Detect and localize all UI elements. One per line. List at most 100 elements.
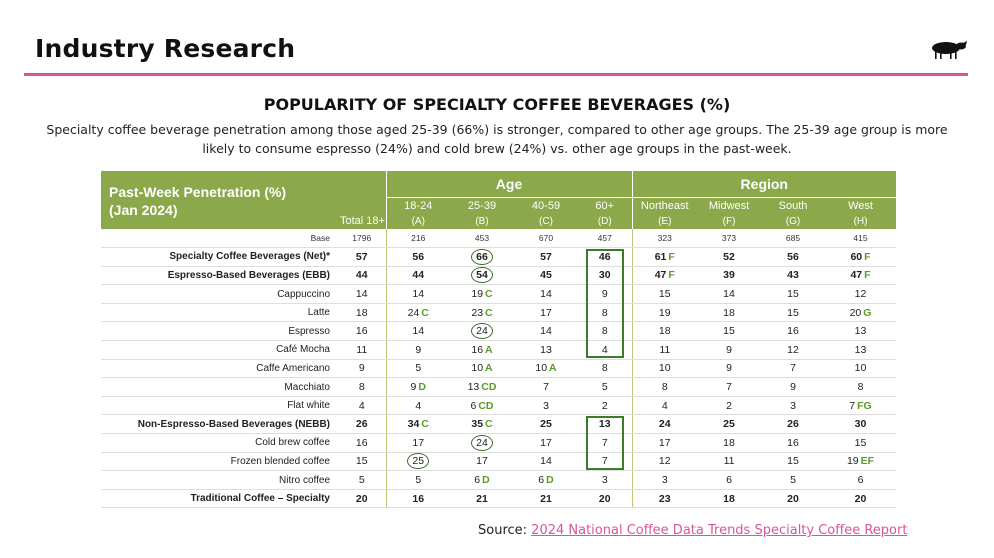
cell-value: 7	[543, 381, 549, 394]
data-cell: 60 F	[825, 247, 897, 267]
cell-value: 25	[407, 453, 430, 470]
source-link[interactable]: 2024 National Coffee Data Trends Special…	[531, 523, 908, 538]
data-cell: 8	[578, 303, 633, 323]
data-cell: 4	[578, 340, 633, 360]
cell-value: 11	[723, 455, 735, 468]
cell-value: 6	[470, 399, 477, 412]
total-cell: 57	[338, 247, 386, 267]
data-cell: 18	[631, 321, 698, 342]
data-cell: 670	[514, 229, 578, 249]
total-cell: 18	[338, 303, 386, 323]
cell-value: 12	[787, 343, 799, 356]
data-cell: 14	[385, 284, 450, 304]
total-cell: 16	[338, 321, 386, 342]
penetration-table: Past-Week Penetration (%) (Jan 2024) Tot…	[101, 171, 897, 509]
column-letter-5: (F)	[697, 214, 762, 229]
data-cell: 19	[631, 303, 698, 323]
data-cell: 30	[578, 266, 633, 286]
cell-value: 2	[601, 399, 608, 412]
column-header-5: Midwest	[697, 196, 762, 214]
data-cell: 39	[697, 266, 762, 286]
significance-letter: F	[864, 250, 871, 263]
cell-value: 8	[601, 325, 608, 338]
cell-value: 11	[659, 343, 671, 356]
data-cell: 14	[514, 284, 578, 304]
cell-value: 14	[412, 288, 425, 301]
column-header-0: 18-24	[385, 196, 450, 214]
cell-value: 13	[854, 343, 867, 356]
cell-value: 24	[471, 434, 493, 451]
data-cell: 373	[697, 229, 762, 249]
data-cell: 23	[631, 489, 698, 509]
data-cell: 9	[697, 359, 762, 379]
data-cell: 7	[761, 359, 826, 379]
significance-letter: EF	[860, 455, 875, 468]
total-cell: 5	[338, 470, 386, 490]
data-cell: 44	[385, 266, 450, 286]
cell-value: 10	[854, 362, 867, 375]
cell-value: 19	[846, 455, 859, 468]
data-cell: 9	[385, 340, 450, 360]
data-cell: 13	[578, 414, 633, 435]
cell-value: 3	[601, 474, 608, 487]
data-cell: 45	[514, 266, 578, 286]
total-cell: 11	[338, 340, 386, 360]
data-cell: 19 EF	[825, 452, 897, 472]
cell-value: 17	[540, 436, 552, 449]
cell-value: 24	[407, 306, 420, 319]
data-cell: 10 A	[450, 359, 514, 379]
cell-value: 66	[471, 248, 493, 265]
cell-value: 4	[415, 399, 422, 412]
table-header-title: Past-Week Penetration (%) (Jan 2024)	[101, 171, 338, 229]
title-divider	[24, 73, 968, 76]
cell-value: 20	[854, 492, 867, 505]
significance-letter: C	[485, 288, 493, 301]
data-cell: 25	[514, 414, 578, 435]
cell-value: 685	[785, 233, 801, 244]
table-row: Non-Espresso-Based Beverages (NEBB) 26 34 C…	[101, 414, 897, 435]
data-cell: 23 C	[450, 303, 514, 323]
cell-value: 15	[658, 288, 671, 301]
cell-value: 6	[857, 474, 864, 487]
data-cell: 10 A	[514, 359, 578, 379]
cell-value: 30	[598, 269, 611, 282]
data-cell: 685	[761, 229, 826, 249]
data-cell: 6	[825, 470, 897, 490]
data-cell: 5	[761, 470, 826, 490]
row-label: Specialty Coffee Beverages (Net)*	[101, 247, 338, 267]
column-letter-2: (C)	[514, 214, 578, 229]
cell-value: 453	[474, 233, 490, 244]
data-cell: 11	[631, 340, 698, 360]
table-row: Cappuccino 14 14 19 C 14 9 15 14 15 12	[101, 284, 897, 304]
data-cell: 6	[697, 470, 762, 490]
cell-value: 25	[540, 418, 552, 431]
cell-value: 13	[854, 325, 867, 338]
data-cell: 34 C	[385, 414, 450, 435]
cell-value: 15	[854, 436, 867, 449]
cell-value: 24	[471, 323, 493, 340]
data-cell: 13 CD	[450, 377, 514, 397]
row-label: Base	[101, 229, 338, 249]
data-cell: 17	[385, 433, 450, 453]
data-cell: 46	[578, 247, 633, 267]
cell-value: 47	[850, 269, 863, 282]
cell-value: 6	[726, 474, 732, 487]
significance-letter: D	[546, 474, 554, 487]
data-cell: 14	[514, 452, 578, 472]
cell-value: 15	[787, 288, 799, 301]
cell-value: 17	[412, 436, 425, 449]
data-cell: 17	[514, 433, 578, 453]
table-row: Latte 18 24 C 23 C 17 8 19 18 15 20 G	[101, 303, 897, 323]
cell-value: 54	[471, 267, 493, 284]
cell-value: 13	[540, 343, 552, 356]
data-cell: 24	[450, 433, 514, 453]
data-cell: 24 C	[385, 303, 450, 323]
data-cell: 18	[697, 433, 762, 453]
column-letter-6: (G)	[761, 214, 826, 229]
significance-letter: F	[668, 250, 675, 263]
cell-value: 5	[601, 381, 608, 394]
data-cell: 54	[450, 266, 514, 286]
data-cell: 2	[578, 396, 633, 416]
total-column-header: Total 18+	[338, 171, 386, 229]
